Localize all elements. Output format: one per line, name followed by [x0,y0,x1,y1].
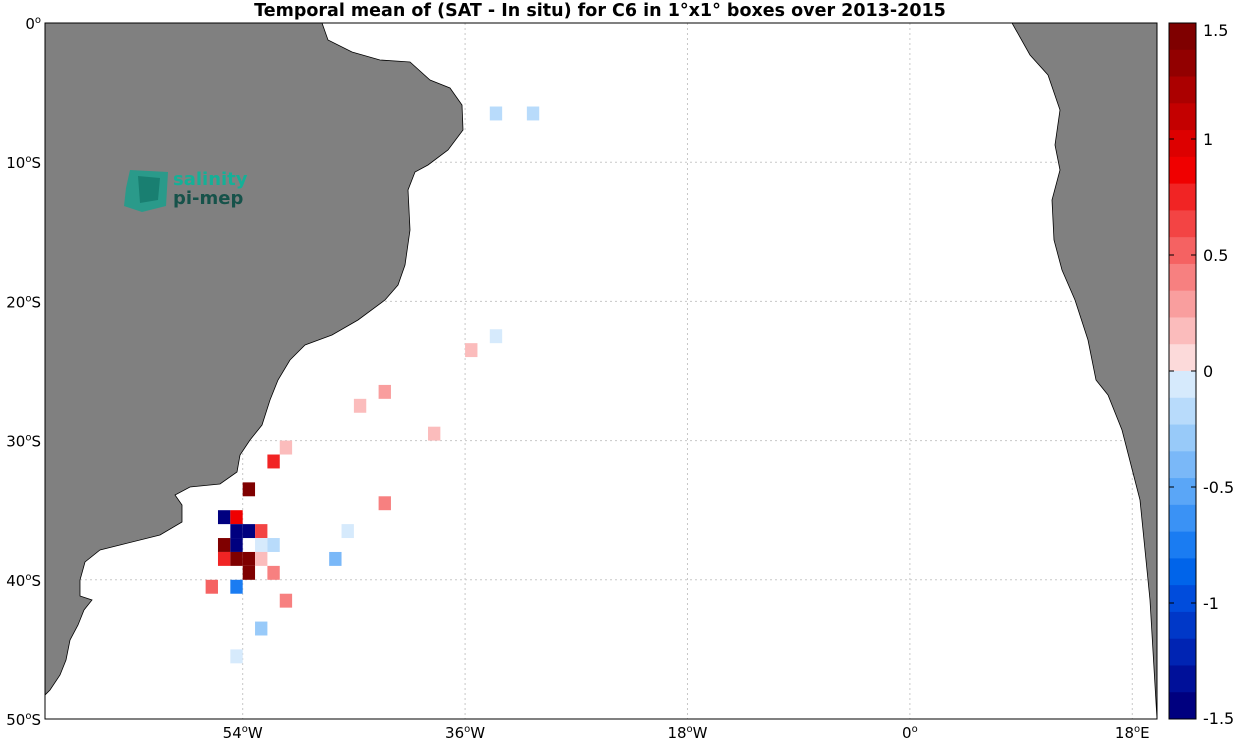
y-tick-label: 30oS [6,433,41,451]
data-cell [242,482,256,497]
data-cell [255,538,268,552]
colorbar-tick-label: 0 [1203,362,1213,381]
x-tick-label: 0o [902,724,918,740]
colorbar-segment [1169,76,1196,104]
data-cell [267,454,280,469]
data-cell [353,398,367,413]
data-cell [230,510,243,525]
chart-title: Temporal mean of (SAT - In situ) for C6 … [254,1,946,21]
salinity-pi-mep-logo: salinity pi-mep [124,169,248,212]
colorbar-segment [1169,103,1196,131]
colorbar-segment [1169,23,1196,51]
data-cell [341,524,354,539]
data-cell [217,510,231,525]
colorbar-segment [1169,424,1196,452]
colorbar-segment [1169,478,1196,506]
x-tick-label: 36oW [445,724,485,740]
colorbar [1169,23,1196,720]
y-axis-ticks: 0o 10oS 20oS 30oS 40oS 50oS [6,15,41,729]
colorbar-segment [1169,585,1196,613]
data-cell [428,426,441,441]
colorbar-tick-label: -0.5 [1203,478,1234,497]
data-cell [230,579,243,594]
data-cell [255,524,268,539]
colorbar-segment [1169,237,1196,265]
y-tick-label: 20oS [6,293,41,311]
data-cell [526,106,540,121]
data-cell [230,524,243,539]
logo-text-salinity: salinity [173,169,248,190]
colorbar-tick-label: -1 [1203,594,1219,613]
colorbar-ticks: 1.5 1 0.5 0 -0.5 -1 -1.5 [1169,21,1234,728]
colorbar-segment [1169,290,1196,318]
colorbar-segment [1169,210,1196,238]
colorbar-segment [1169,558,1196,586]
colorbar-segment [1169,531,1196,559]
data-cell [230,551,243,566]
colorbar-segment [1169,371,1196,399]
colorbar-segment [1169,130,1196,158]
colorbar-segment [1169,344,1196,372]
x-tick-label: 18oW [667,724,707,740]
colorbar-segment [1169,665,1196,693]
africa-landmass [1011,23,1157,719]
data-cell [378,496,391,511]
data-cell [230,649,243,664]
colorbar-segment [1169,397,1196,426]
colorbar-tick-label: 0.5 [1203,246,1228,265]
colorbar-tick-label: 1 [1203,130,1213,149]
data-cell [279,593,293,608]
data-cell [378,384,391,399]
data-cell [329,551,342,566]
logo-text-pi-mep: pi-mep [173,188,243,209]
colorbar-segment [1169,504,1196,533]
colorbar-segment [1169,156,1196,185]
x-tick-label: 18oE [1115,724,1150,740]
colorbar-tick-label: -1.5 [1203,709,1234,728]
data-cell [465,343,478,358]
data-cell [267,538,280,552]
data-cell [489,329,503,344]
data-cell [205,579,218,594]
colorbar-segment [1169,183,1196,211]
y-tick-label: 10oS [6,154,41,172]
colorbar-segment [1169,451,1196,479]
colorbar-segment [1169,692,1196,720]
data-cell [255,551,268,566]
data-cell [279,440,293,455]
data-cell [489,106,503,121]
colorbar-segment [1169,638,1196,666]
data-cells [205,106,540,664]
x-axis-ticks: 54oW 36oW 18oW 0o 18oE [223,724,1150,740]
colorbar-tick-label: 1.5 [1203,21,1228,40]
colorbar-segment [1169,263,1196,292]
data-cell [255,621,268,636]
data-cell [242,524,256,539]
data-cell [217,551,231,566]
x-tick-label: 54oW [223,724,263,740]
data-cell [217,538,231,552]
y-tick-label: 40oS [6,572,41,590]
data-cell [267,565,280,580]
data-cell [242,551,256,566]
colorbar-segment [1169,611,1196,640]
colorbar-segment [1169,317,1196,345]
y-tick-label: 0o [25,15,41,33]
plot-frame [44,22,1158,720]
y-tick-label: 50oS [6,711,41,729]
data-cell [242,565,256,580]
data-cell [230,538,243,552]
colorbar-segment [1169,49,1196,78]
